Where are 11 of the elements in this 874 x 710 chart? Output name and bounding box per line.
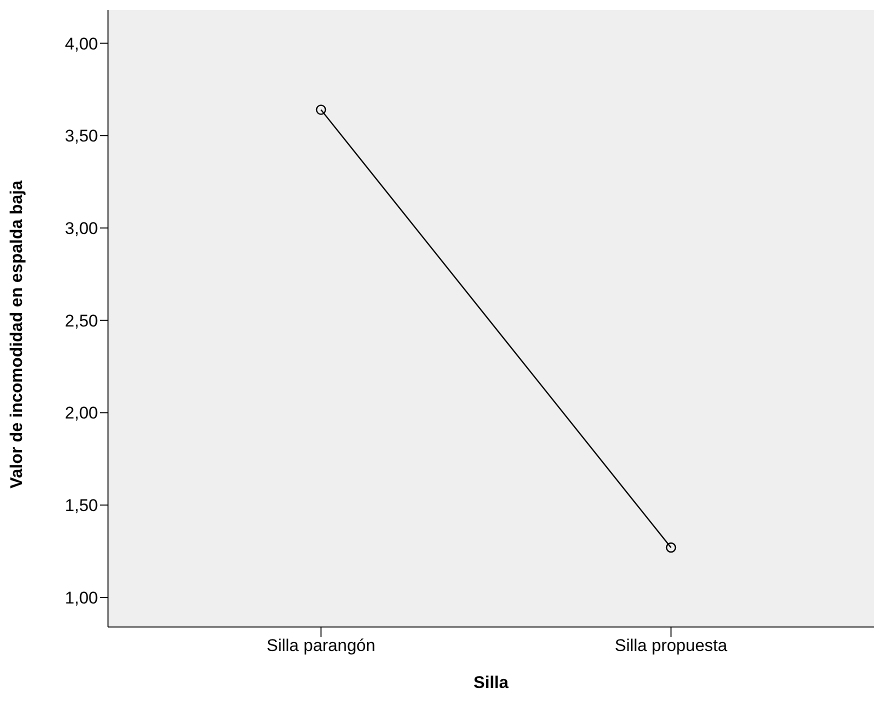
y-tick-label: 1,00 (64, 588, 98, 608)
y-tick-label: 4,00 (64, 34, 98, 54)
x-axis-title: Silla (474, 673, 510, 692)
y-axis-title: Valor de incomodidad en espalda baja (7, 180, 26, 488)
y-tick-label: 2,50 (64, 311, 98, 330)
y-tick-label: 2,00 (64, 404, 98, 423)
y-tick-label: 1,50 (64, 496, 98, 516)
y-tick-label: 3,50 (64, 126, 98, 146)
x-tick-label: Silla propuesta (614, 636, 728, 656)
x-tick-label: Silla parangón (266, 636, 376, 656)
y-tick-label: 3,00 (64, 219, 98, 238)
